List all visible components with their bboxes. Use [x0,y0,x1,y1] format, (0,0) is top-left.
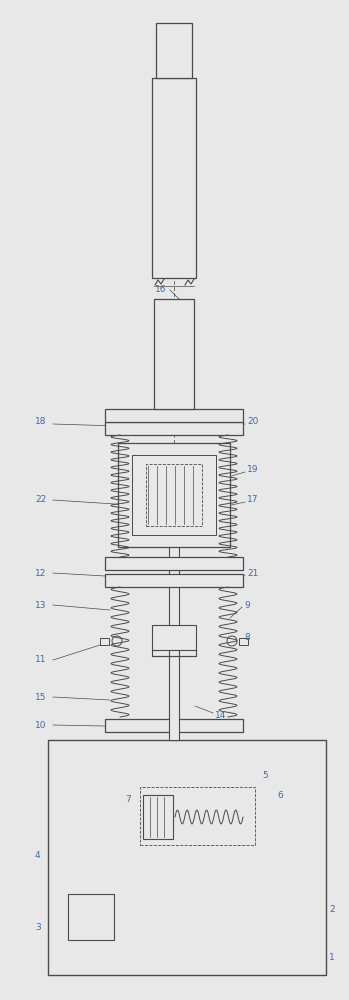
Text: 6: 6 [277,790,283,800]
Text: 20: 20 [247,418,258,426]
Bar [239,638,248,645]
Text: 21: 21 [247,568,258,578]
Text: 12: 12 [35,568,46,578]
Bar [118,443,230,547]
Bar [146,464,202,526]
Text: 3: 3 [35,924,41,932]
Bar [152,625,196,650]
Text: 8: 8 [244,634,250,643]
Text: 13: 13 [35,600,46,609]
Bar [154,299,194,409]
Text: 10: 10 [35,720,46,730]
Bar [152,78,196,278]
Text: 2: 2 [329,906,335,914]
Bar [105,557,243,570]
Bar [169,520,179,740]
Bar [140,787,255,845]
Bar [68,894,114,940]
Text: 9: 9 [244,600,250,609]
Text: 5: 5 [262,770,268,780]
Text: 17: 17 [247,495,259,504]
Bar [143,795,173,839]
Bar [105,409,243,422]
Text: 1: 1 [329,954,335,962]
Bar [132,455,216,535]
Bar [105,574,243,587]
Bar [48,740,326,975]
Bar [105,422,243,435]
Text: 19: 19 [247,466,259,475]
Text: 4: 4 [35,850,40,859]
Bar [100,638,109,645]
Text: 22: 22 [35,495,46,504]
Text: 18: 18 [35,418,46,426]
Text: 14: 14 [215,710,227,720]
Text: 11: 11 [35,656,46,664]
Text: 16: 16 [155,286,166,294]
Bar [156,23,192,78]
Text: 7: 7 [125,796,131,804]
Text: 15: 15 [35,692,46,702]
Bar [105,719,243,732]
